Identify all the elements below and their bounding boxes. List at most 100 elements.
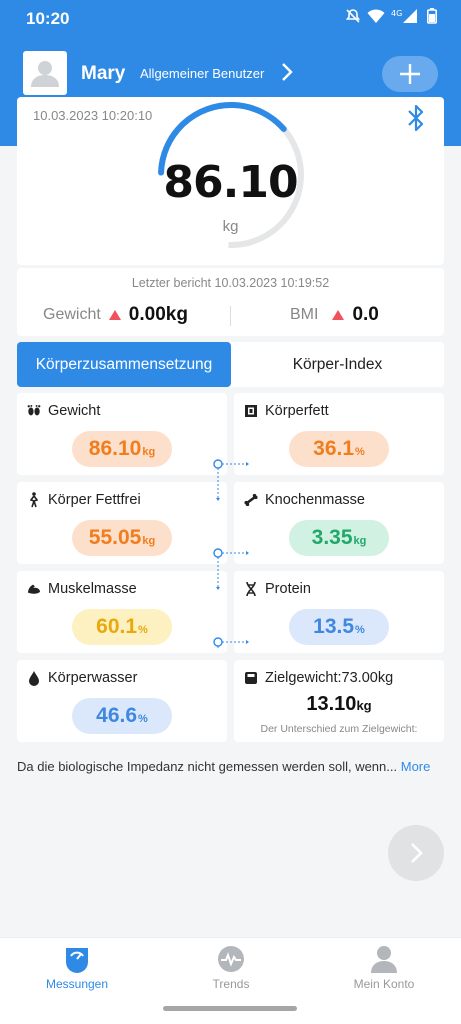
user-name[interactable]: Mary [81,63,126,84]
metric-unit: % [355,624,365,636]
metric-value-pill: 3.35 kg [289,520,389,556]
metric-label: Körperfett [265,403,329,419]
metric-protein[interactable]: Protein 13.5% [234,571,444,653]
weight-unit: kg [222,218,239,235]
disclaimer-text: Da die biologische Impedanz nicht gemess… [17,759,398,774]
home-indicator [163,1006,297,1011]
metric-knochenmasse[interactable]: Knochenmasse 3.35 kg [234,482,444,564]
next-button[interactable] [388,825,444,881]
user-header: Mary Allgemeiner Benutzer [0,48,461,100]
nav-label: Mein Konto [353,977,415,991]
metric-title: Knochenmasse [244,492,365,508]
metric-koerperfett[interactable]: Körperfett 36.1% [234,393,444,475]
metric-title: Gewicht [27,403,100,419]
metric-unit: % [138,624,148,636]
tab-body-composition[interactable]: Körperzusammensetzung [17,342,231,387]
trends-pulse-icon [218,946,244,972]
metric-title: Protein [244,581,311,597]
metric-label: Muskelmasse [48,581,137,597]
bmi-diff: BMI 0.0 [290,304,379,326]
svg-text:4G: 4G [391,9,402,18]
metric-label: Gewicht [48,403,101,419]
more-link[interactable]: More [400,759,431,774]
lean-body-icon [29,492,39,508]
metric-value-pill: 55.05 kg [72,520,172,556]
chevron-right-icon [411,843,423,863]
metric-value-pill: 86.10 kg [72,431,172,467]
add-button[interactable] [382,56,438,92]
metric-value: 55.05 [88,526,142,549]
weight-diff-label: Gewicht [43,306,101,323]
wifi-icon [367,9,385,23]
bluetooth-icon[interactable] [404,103,428,133]
metric-connectors [213,459,249,648]
metric-fettfrei[interactable]: Körper Fettfrei 55.05 kg [17,482,227,564]
user-type[interactable]: Allgemeiner Benutzer [140,66,265,81]
goal-value: 13.10 [306,693,357,715]
last-report-card: Letzter bericht 10.03.2023 10:19:52 Gewi… [17,268,444,336]
metric-label: Körperwasser [48,670,138,686]
composition-tabs: Körperzusammensetzung Körper-Index [17,342,444,387]
metric-title: Zielgewicht:73.00kg [244,670,393,686]
metric-unit: kg [353,535,367,547]
weight-diff-value: 0.00kg [128,304,188,325]
notifications-off-icon [345,9,361,23]
increase-arrow-icon [108,310,121,320]
metric-value: 60.1 [96,615,138,638]
battery-icon [427,8,437,24]
metric-label: Zielgewicht:73.00kg [265,670,394,686]
last-report-text: Letzter bericht 10.03.2023 10:19:52 [131,276,330,290]
tab-body-index[interactable]: Körper-Index [292,355,383,373]
goal-difference: 13.10kg [234,693,444,716]
bone-icon [244,493,258,507]
metric-value-pill: 60.1% [72,609,172,645]
metric-unit: kg [142,446,156,458]
nav-account[interactable]: Mein Konto [307,938,461,998]
goal-note: Der Unterschied zum Zielgewicht: [260,723,418,735]
goal-unit: kg [356,698,372,713]
bmi-diff-value: 0.0 [352,304,379,325]
metric-koerperwasser[interactable]: Körperwasser 46.6% [17,660,227,742]
nav-label: Messungen [45,977,109,991]
weight-gauge [158,102,304,248]
metric-label: Körper Fettfrei [48,492,141,508]
avatar[interactable] [23,51,67,95]
metric-value-pill: 13.5% [289,609,389,645]
chevron-right-icon[interactable] [280,62,294,82]
metric-zielgewicht[interactable]: Zielgewicht:73.00kg 13.10kg Der Untersch… [234,660,444,742]
metric-label: Protein [265,581,311,597]
water-drop-icon [29,670,39,686]
nav-measurements[interactable]: Messungen [0,938,154,998]
weight-diff: Gewicht 0.00kg [43,304,188,326]
muscle-icon [27,584,41,594]
metric-muskelmasse[interactable]: Muskelmasse 60.1% [17,571,227,653]
status-icons: 4G [345,8,437,24]
metric-unit: kg [142,535,156,547]
user-icon [371,946,397,973]
metric-gewicht[interactable]: Gewicht 86.10 kg [17,393,227,475]
nav-label: Trends [212,977,250,991]
avatar-icon [31,61,59,87]
metric-title: Körper Fettfrei [27,492,141,508]
plus-icon [400,64,420,84]
metric-value: 86.10 [88,437,142,460]
metric-value: 46.6 [96,704,138,727]
metric-title: Körperfett [244,403,329,419]
increase-arrow-icon [332,310,345,320]
nav-trends[interactable]: Trends [154,938,308,998]
weight-card: 10.03.2023 10:20:10 86.10 kg [17,97,444,265]
metric-value-pill: 36.1% [289,431,389,467]
weight-value: 86.10 [163,157,298,208]
divider [230,306,231,326]
measurement-datetime: 10.03.2023 10:20:10 [33,108,153,123]
disclaimer: Da die biologische Impedanz nicht gemess… [17,759,447,774]
signal-4g-icon: 4G [391,9,417,23]
metric-value-pill: 46.6% [72,698,172,734]
metric-label: Knochenmasse [265,492,365,508]
goal-scale-icon [245,672,257,684]
scale-icon [66,948,88,973]
metric-title: Muskelmasse [27,581,137,597]
metric-title: Körperwasser [27,670,137,686]
status-bar: 10:20 4G [0,0,461,36]
footprints-icon [27,404,41,416]
